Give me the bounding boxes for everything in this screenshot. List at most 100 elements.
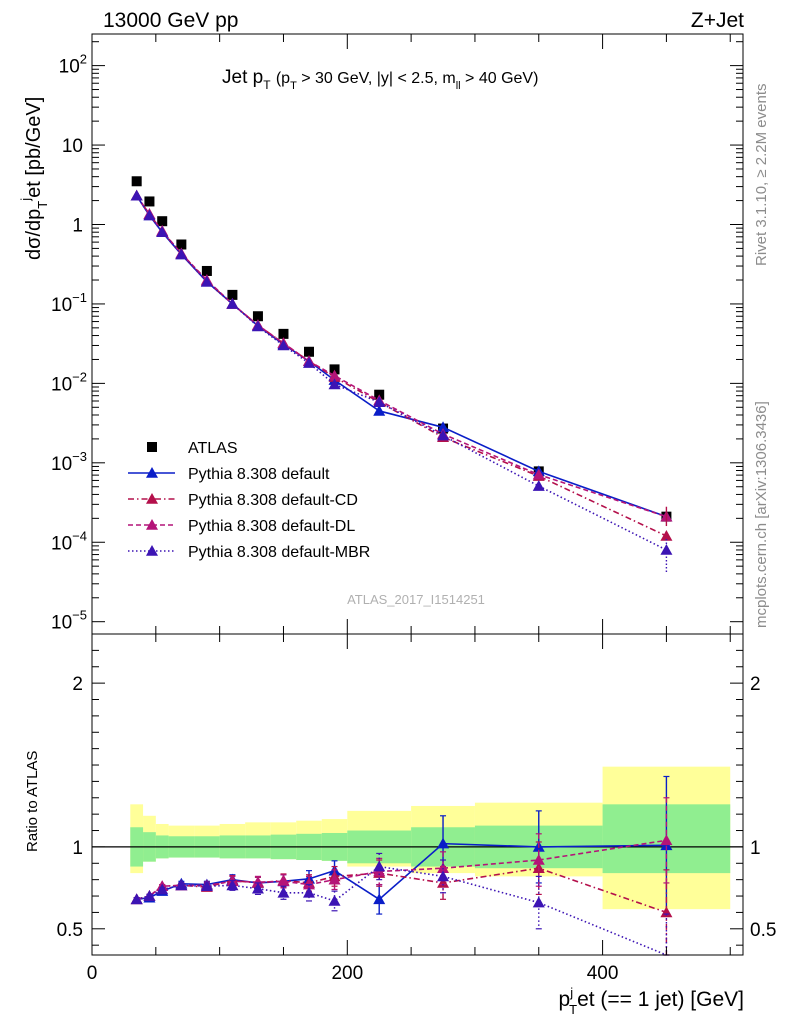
title-main-sub: T — [263, 78, 271, 92]
mbr-ratio-point — [143, 890, 156, 901]
title-cut-c: > 40 GeV) — [461, 70, 539, 87]
mbr-point — [437, 429, 450, 441]
xlabel-a: p — [559, 988, 571, 1011]
legend-label-mbr: Pythia 8.308 default-MBR — [188, 544, 370, 561]
ratio-ytick-label-right: 2 — [750, 674, 761, 695]
main-ylabel: dσ/dpTjet [pb/GeV] — [18, 97, 50, 260]
mbr-ratio-point — [226, 879, 239, 891]
mbr-point — [156, 226, 169, 237]
default-ratio-point — [373, 893, 386, 905]
atlas-point — [304, 346, 314, 357]
ratio-panel-frame — [91, 633, 744, 956]
main-ytick-label: 10−4 — [51, 528, 87, 554]
mbr-point — [277, 339, 290, 351]
default-point — [437, 421, 450, 433]
legend-label-default: Pythia 8.308 default — [188, 466, 330, 483]
process-label: Z+Jet — [691, 9, 744, 32]
ratio-ylabel: Ratio to ATLAS — [24, 751, 41, 852]
cd-line — [136, 195, 667, 537]
dl-ratio-point — [437, 862, 450, 873]
ratio-xtick-label: 0 — [87, 963, 98, 984]
dl-ratio-point — [532, 854, 545, 865]
xlabel-sup: j — [569, 985, 573, 1000]
default-ratio-point — [437, 837, 450, 849]
legend-mbr-marker — [146, 545, 158, 556]
main-ylabel-sub: T — [35, 201, 50, 209]
cd-point — [660, 529, 673, 541]
dl-point — [328, 369, 341, 381]
ratio-ytick-label: 0.5 — [57, 920, 83, 941]
ratio-ytick-label-right: 0.5 — [750, 920, 776, 941]
legend-label-cd: Pythia 8.308 default-CD — [188, 492, 358, 509]
legend-cd-marker — [146, 493, 158, 504]
ratio-xlabel: pj Tet (== 1 jet) [GeV] — [559, 985, 744, 1017]
mbr-point — [373, 396, 386, 407]
main-ytick-label: 10−5 — [51, 608, 87, 634]
mbr-ratio-point — [251, 882, 264, 894]
mbr-ratio-point — [437, 870, 450, 882]
energy-label: 13000 GeV pp — [103, 9, 238, 32]
ratio-ytick-label: 2 — [72, 674, 83, 695]
main-ytick-label: 10 — [62, 136, 83, 157]
atlas-point — [278, 328, 289, 339]
plot-title: Jet pT (pT > 30 GeV, |y| < 2.5, mll > 40… — [222, 67, 538, 92]
mbr-point — [303, 357, 315, 368]
main-ylabel-a: dσ/dp — [23, 209, 45, 260]
xlabel-sub: T — [569, 1002, 577, 1017]
mbr-ratio-line — [136, 865, 667, 956]
title-cut-b-sub: ll — [456, 80, 461, 92]
legend-default-marker — [146, 467, 158, 478]
dl-ratio-point — [251, 876, 264, 887]
dl-ratio-point — [277, 875, 290, 887]
mbr-ratio-point — [373, 860, 386, 872]
xlabel-b: et (== 1 jet) [GeV] — [577, 988, 744, 1011]
mbr-point — [660, 543, 673, 555]
mbr-point — [175, 248, 188, 260]
legend-atlas-marker — [147, 442, 157, 452]
legend-dl-marker — [146, 519, 158, 530]
title-cut-a: (p — [276, 70, 290, 87]
main-ytick-label: 102 — [59, 52, 87, 78]
mbr-point — [143, 209, 156, 221]
legend-label-dl: Pythia 8.308 default-DL — [188, 518, 355, 535]
watermark: ATLAS_2017_I1514251 — [347, 592, 485, 607]
legend: ATLAS Pythia 8.308 default Pythia 8.308 de… — [128, 440, 370, 561]
title-main: Jet p — [222, 67, 263, 88]
title-cut-a-sub: T — [290, 80, 297, 92]
mbr-ratio-point — [200, 880, 213, 892]
mbr-ratio-point — [277, 886, 290, 898]
mbr-ratio-point — [328, 894, 341, 906]
atlas-point — [329, 364, 340, 375]
ratio-xtick-label: 200 — [331, 963, 363, 984]
main-panel: 10−5 10−4 10−3 10−2 10−1 1 10 102 — [51, 33, 744, 635]
mbr-point — [251, 320, 264, 332]
atlas-point — [227, 289, 238, 300]
main-ylabel-sup: j — [18, 198, 33, 202]
atlas-point — [157, 216, 168, 227]
atlas-point — [176, 239, 187, 250]
dl-ratio-point — [660, 834, 673, 846]
mcplots-label: mcplots.cern.ch [arXiv:1306.3436] — [753, 401, 770, 628]
default-point — [373, 404, 386, 416]
legend-label-atlas: ATLAS — [188, 440, 238, 457]
main-ytick-label: 10−2 — [51, 369, 87, 395]
ratio-ytick-label: 1 — [72, 838, 83, 859]
mbr-ratio-point — [156, 883, 169, 895]
dl-point — [532, 468, 545, 480]
ratio-xtick-label: 400 — [587, 963, 619, 984]
main-ytick-label: 10−1 — [51, 290, 87, 316]
mbr-point — [328, 378, 341, 390]
main-ytick-label: 10−3 — [51, 449, 87, 475]
atlas-point — [131, 176, 142, 187]
mbr-ratio-point — [532, 896, 545, 908]
ratio-panel: 0.5 1 2 0.5 1 2 0 200 400 — [57, 633, 776, 984]
atlas-point — [144, 196, 155, 207]
mbr-point — [226, 297, 239, 309]
mbr-ratio-point — [303, 886, 315, 898]
rivet-label: Rivet 3.1.10, ≥ 2.2M events — [753, 84, 770, 267]
mbr-point — [200, 275, 213, 287]
mbr-ratio-point — [130, 893, 143, 905]
main-ytick-label: 1 — [72, 215, 83, 236]
ratio-ytick-label-right: 1 — [750, 838, 761, 859]
